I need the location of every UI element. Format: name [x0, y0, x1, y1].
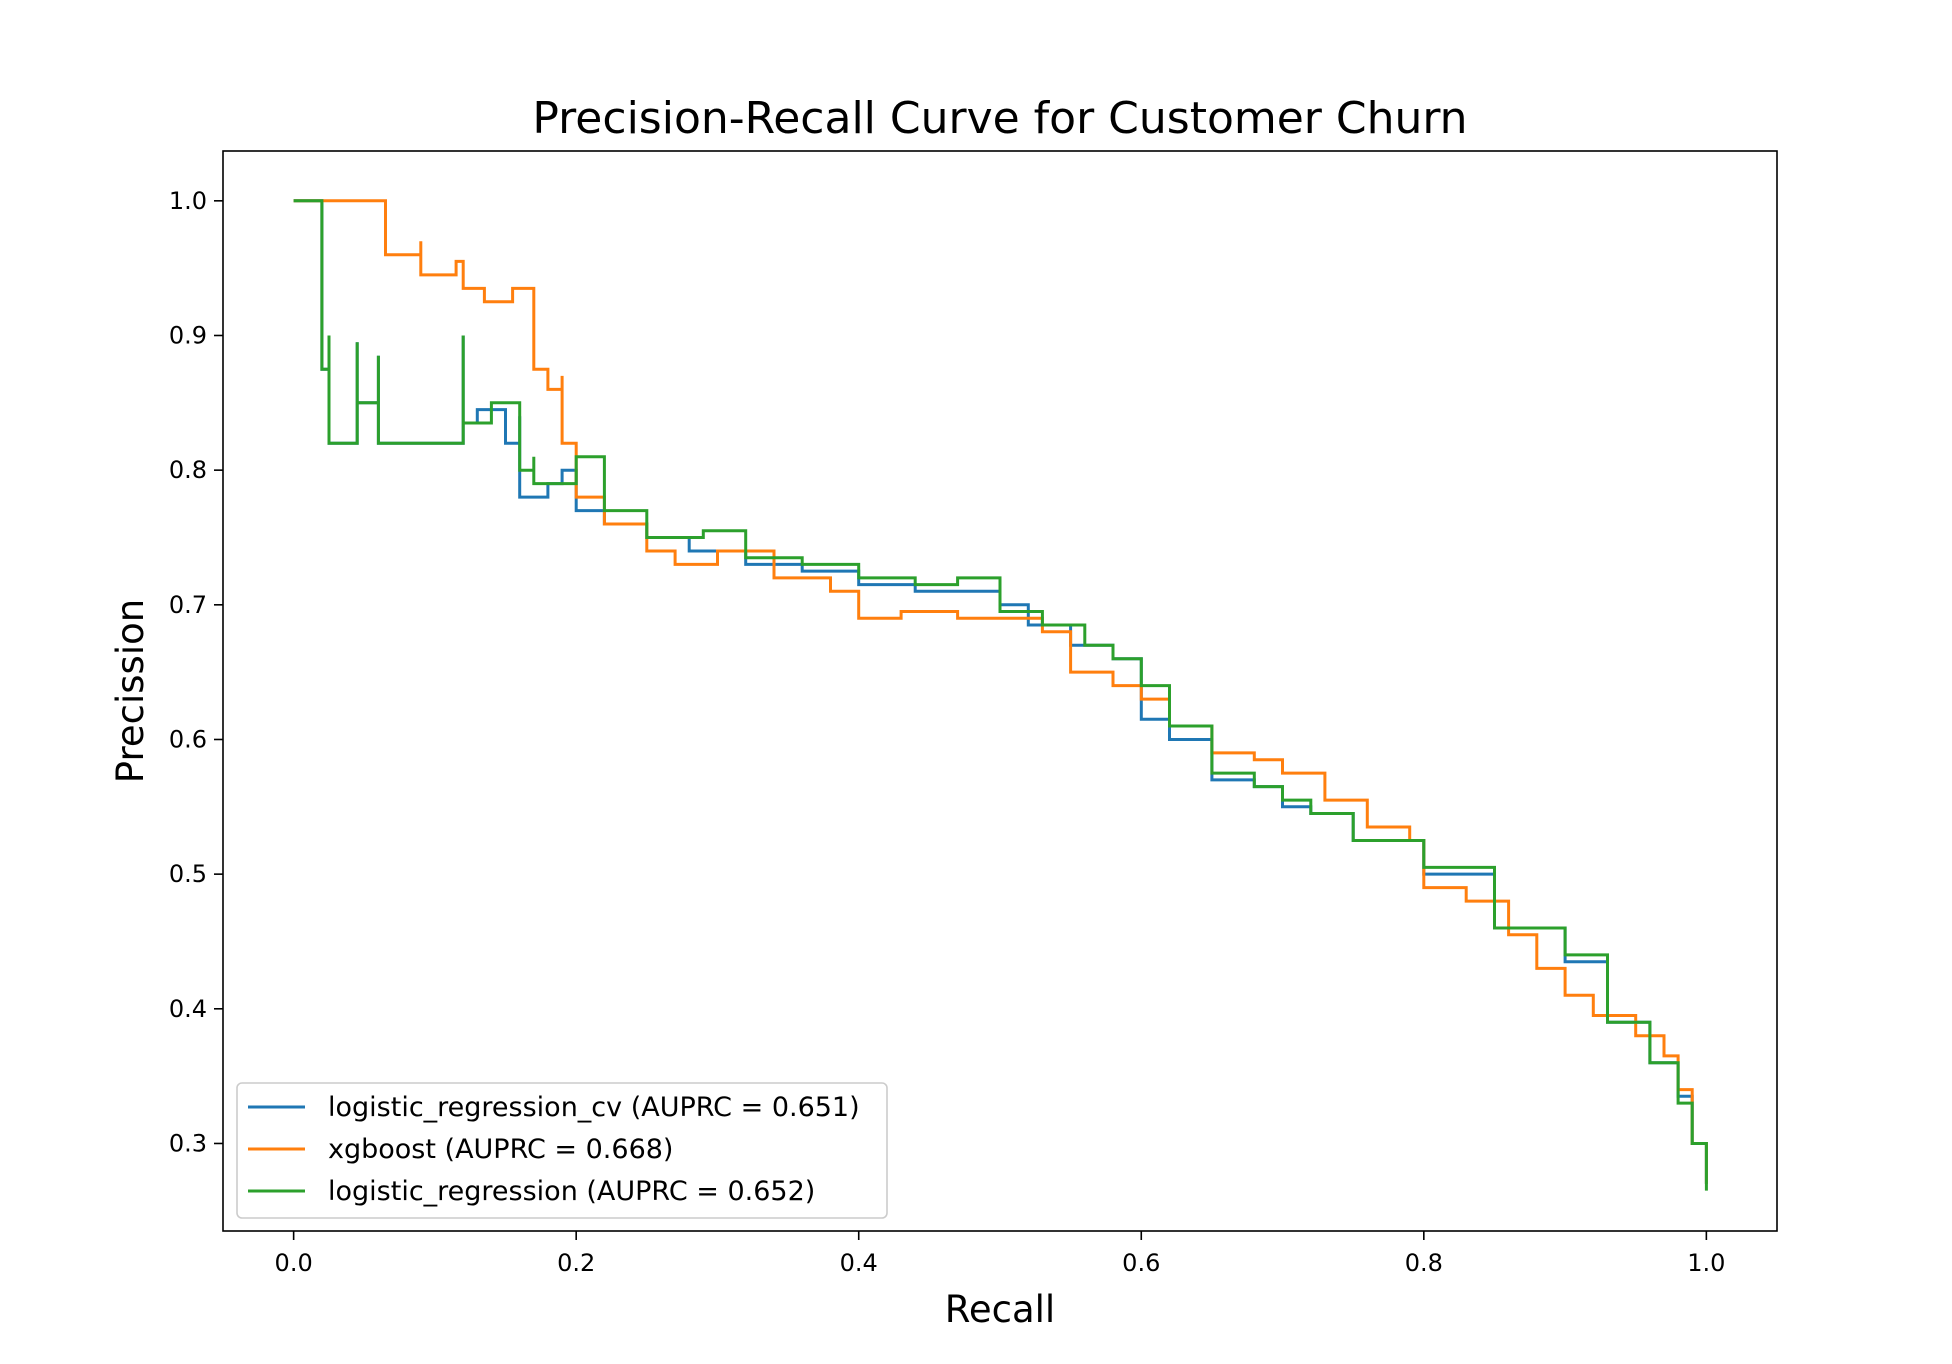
y-axis-label: Precission	[109, 599, 152, 783]
legend-frame	[236, 1082, 888, 1219]
y-tick-label: 0.4	[169, 995, 207, 1023]
legend-items: logistic_regression_cv (AUPRC = 0.651) xg…	[248, 1092, 860, 1207]
plot-area	[222, 150, 1778, 1232]
plot-frame	[222, 150, 1778, 1232]
y-tick-label: 0.8	[169, 456, 207, 484]
x-axis: 0.0 0.2 0.4 0.6 0.8 1.0	[275, 1231, 1725, 1277]
x-tick-label: 0.4	[840, 1249, 878, 1277]
legend-label-0: logistic_regression_cv (AUPRC = 0.651)	[328, 1092, 860, 1123]
legend-label-2: logistic_regression (AUPRC = 0.652)	[328, 1176, 815, 1207]
series-line-2	[293, 199, 1708, 1191]
y-tick-label: 0.9	[169, 321, 207, 349]
plot-background	[223, 151, 1777, 1231]
y-tick-label: 0.6	[169, 725, 207, 753]
y-tick-label: 0.3	[169, 1129, 207, 1157]
y-tick-label: 0.5	[169, 860, 207, 888]
legend-label-1: xgboost (AUPRC = 0.668)	[328, 1134, 673, 1165]
series-layer	[293, 199, 1708, 1191]
y-tick-label: 1.0	[169, 187, 207, 215]
x-tick-label: 0.2	[557, 1249, 595, 1277]
x-axis-label: Recall	[945, 1288, 1055, 1331]
legend: logistic_regression_cv (AUPRC = 0.651) xg…	[236, 1082, 888, 1219]
x-tick-label: 1.0	[1687, 1249, 1725, 1277]
y-tick-label: 0.7	[169, 591, 207, 619]
x-tick-label: 0.6	[1122, 1249, 1160, 1277]
chart-title: Precision-Recall Curve for Customer Chur…	[532, 93, 1467, 144]
y-axis: 0.3 0.4 0.5 0.6 0.7 0.8 0.9 1.0	[169, 187, 223, 1157]
x-tick-label: 0.8	[1405, 1249, 1443, 1277]
x-tick-label: 0.0	[275, 1249, 313, 1277]
